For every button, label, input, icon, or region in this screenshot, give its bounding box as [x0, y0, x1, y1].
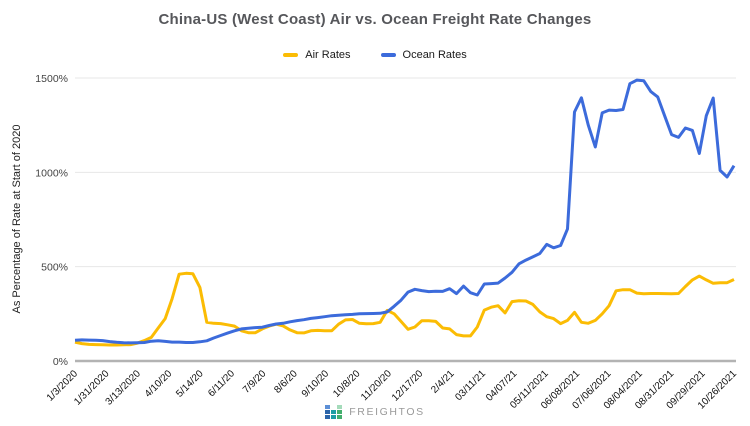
freightos-logo-icon: [325, 405, 343, 419]
air-rates-legend-label: Air Rates: [305, 49, 351, 61]
logo-block: [325, 415, 331, 419]
ocean-rates-legend-label: Ocean Rates: [402, 49, 467, 61]
x-tick-label: 12/17/20: [390, 368, 426, 404]
air-rates-line[interactable]: [74, 271, 735, 347]
logo-block: [325, 410, 331, 414]
logo-block: [325, 405, 331, 409]
x-tick-label: 11/20/20: [359, 368, 394, 403]
y-tick-label: 0%: [53, 356, 68, 368]
x-tick-label: 4/10/20: [143, 368, 175, 400]
logo-block: [331, 410, 337, 414]
legend-item-air-rates: Air Rates: [283, 49, 351, 61]
logo-block: [331, 415, 337, 419]
logo-block: [337, 410, 343, 414]
y-tick-label: 1000%: [35, 167, 68, 179]
chart-legend: Air Rates Ocean Rates: [0, 49, 750, 61]
x-tick-label: 2/4/21: [429, 368, 457, 396]
logo-block: [337, 415, 343, 419]
brand-name: FREIGHTOS: [349, 406, 425, 418]
x-tick-label: 9/10/20: [300, 368, 332, 400]
logo-block: [337, 405, 343, 409]
x-tick-label: 8/6/20: [272, 368, 300, 396]
chart-title: China-US (West Coast) Air vs. Ocean Frei…: [158, 11, 592, 28]
x-tick-label: 3/13/2020: [104, 368, 144, 408]
x-tick-label: 7/9/20: [241, 368, 269, 396]
air-rates-swatch: [283, 53, 299, 57]
ocean-rates-swatch: [380, 53, 396, 57]
legend-item-ocean-rates: Ocean Rates: [380, 49, 467, 61]
ocean-rates-line[interactable]: [74, 78, 736, 345]
x-tick-label: 03/11/21: [453, 368, 488, 403]
footer-brand: FREIGHTOS: [0, 405, 750, 419]
y-tick-label: 500%: [41, 262, 68, 274]
x-tick-label: 10/8/20: [331, 368, 363, 400]
x-tick-label: 6/11/20: [206, 368, 237, 399]
y-tick-label: 1500%: [35, 73, 68, 85]
x-tick-label: 5/14/20: [174, 368, 206, 400]
